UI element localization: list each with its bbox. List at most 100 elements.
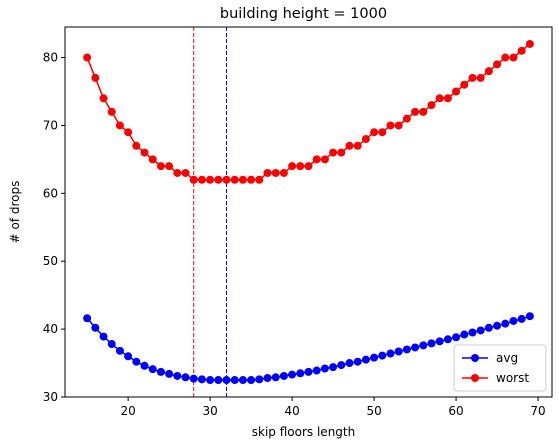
data-point-avg [255, 375, 264, 384]
data-point-avg [91, 323, 100, 332]
x-tick-label: 30 [202, 404, 217, 418]
data-point-worst [296, 162, 305, 171]
data-point-avg [378, 351, 387, 360]
data-point-worst [493, 60, 502, 69]
data-point-avg [115, 346, 124, 355]
data-point-worst [353, 141, 362, 150]
data-point-avg [435, 337, 444, 346]
data-point-worst [107, 107, 116, 116]
data-point-avg [271, 373, 280, 382]
data-point-worst [460, 80, 469, 89]
data-point-worst [222, 175, 231, 184]
data-point-worst [443, 94, 452, 103]
data-point-avg [230, 376, 239, 385]
data-point-avg [124, 352, 133, 361]
data-point-worst [329, 148, 338, 157]
data-point-worst [361, 135, 370, 144]
data-point-worst [181, 168, 190, 177]
data-point-worst [124, 128, 133, 137]
data-point-avg [222, 376, 231, 385]
data-point-worst [165, 162, 174, 171]
data-point-worst [419, 107, 428, 116]
series-layer [83, 39, 534, 385]
plot-frame [64, 26, 553, 398]
data-point-worst [115, 121, 124, 130]
y-ticks: 30 40 50 60 70 80 [43, 51, 65, 404]
legend-label-worst: worst [496, 371, 529, 385]
data-point-worst [91, 73, 100, 82]
data-point-worst [189, 175, 198, 184]
data-point-worst [484, 67, 493, 76]
data-point-avg [501, 319, 510, 328]
x-tick-label: 70 [530, 404, 545, 418]
data-point-worst [156, 162, 165, 171]
x-tick-label: 50 [366, 404, 381, 418]
data-point-worst [386, 121, 395, 130]
data-point-worst [312, 155, 321, 164]
data-point-worst [247, 175, 256, 184]
y-tick-label: 70 [43, 118, 58, 132]
data-point-worst [468, 73, 477, 82]
data-point-worst [206, 175, 215, 184]
data-point-worst [320, 155, 329, 164]
data-point-avg [279, 371, 288, 380]
data-point-avg [247, 376, 256, 385]
data-point-avg [320, 364, 329, 373]
data-point-avg [345, 359, 354, 368]
data-point-avg [148, 365, 157, 374]
data-point-worst [394, 121, 403, 130]
data-point-avg [107, 340, 116, 349]
data-point-worst [452, 87, 461, 96]
data-point-avg [411, 343, 420, 352]
data-point-worst [501, 53, 510, 62]
data-point-avg [394, 347, 403, 356]
data-point-worst [132, 141, 141, 150]
data-point-avg [173, 371, 182, 380]
data-point-worst [517, 46, 526, 55]
data-point-avg [509, 316, 518, 325]
data-point-worst [402, 114, 411, 123]
data-point-avg [460, 330, 469, 339]
data-point-avg [156, 367, 165, 376]
data-point-worst [370, 128, 379, 137]
data-point-worst [288, 162, 297, 171]
data-point-worst [304, 162, 313, 171]
data-point-avg [484, 323, 493, 332]
data-point-worst [345, 141, 354, 150]
data-point-avg [443, 335, 452, 344]
data-point-worst [476, 73, 485, 82]
x-tick-label: 60 [448, 404, 463, 418]
x-axis-label: skip floors length [252, 425, 355, 439]
data-point-avg [337, 361, 346, 370]
data-point-worst [83, 53, 92, 62]
data-point-avg [386, 349, 395, 358]
x-ticks: 20 30 40 50 60 70 [120, 397, 546, 418]
data-point-avg [361, 355, 370, 364]
data-point-avg [238, 376, 247, 385]
y-tick-label: 60 [43, 186, 58, 200]
chart-title: building height = 1000 [220, 6, 387, 22]
data-point-worst [214, 175, 223, 184]
data-point-worst [509, 53, 518, 62]
y-tick-label: 30 [43, 390, 58, 404]
data-point-worst [411, 107, 420, 116]
legend-marker-worst [471, 374, 479, 382]
data-point-worst [337, 148, 346, 157]
data-point-avg [353, 357, 362, 366]
y-axis-label: # of drops [8, 181, 22, 244]
data-point-avg [288, 370, 297, 379]
x-tick-label: 40 [284, 404, 299, 418]
y-tick-label: 80 [43, 51, 58, 65]
data-point-avg [132, 357, 141, 366]
data-point-avg [263, 373, 272, 382]
data-point-avg [189, 374, 198, 383]
vlines-layer [193, 27, 228, 397]
y-tick-label: 40 [43, 322, 58, 336]
data-point-avg [206, 376, 215, 385]
data-point-avg [214, 376, 223, 385]
data-point-avg [329, 363, 338, 372]
data-point-worst [435, 94, 444, 103]
data-point-avg [304, 367, 313, 376]
data-point-avg [165, 369, 174, 378]
data-point-worst [271, 168, 280, 177]
